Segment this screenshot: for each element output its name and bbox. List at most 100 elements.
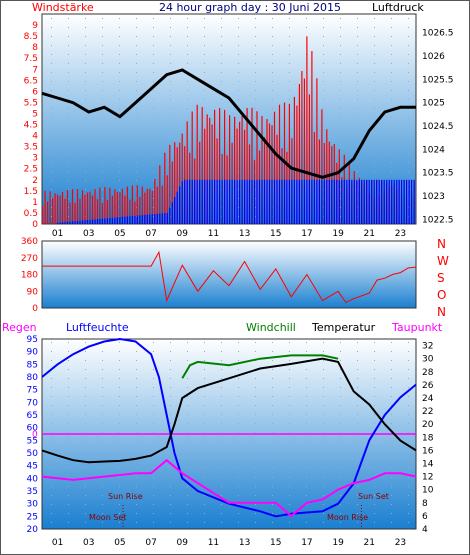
wind-mean-bar [114, 217, 116, 224]
wind-tick-label: 2.5 [24, 165, 38, 175]
wind-mean-bar [376, 179, 378, 224]
wind-gust-bar [114, 189, 116, 224]
wind-mean-bar [383, 179, 385, 224]
wind-gust-bar [111, 195, 113, 224]
wind-gust-bar [214, 109, 216, 224]
wind-gust-bar [134, 201, 136, 224]
wind-gust-bar [276, 134, 278, 224]
wind-gust-bar [293, 96, 295, 224]
wind-gust-bar [121, 188, 123, 224]
wind-mean-bar [413, 179, 415, 224]
x-tick-label-top: 09 [177, 229, 189, 239]
wind-gust-bar [139, 196, 141, 224]
wind-gust-bar [59, 195, 61, 224]
wind-tick-label: 7.5 [24, 54, 38, 64]
x-tick-label-top: 03 [83, 229, 94, 239]
wind-mean-bar [66, 221, 69, 224]
wind-mean-bar [161, 213, 163, 224]
humidity-tick-label: 70 [27, 398, 39, 408]
legend-temperatur: Temperatur [311, 321, 376, 334]
x-tick-label-top: 21 [364, 229, 375, 239]
wind-gust-bar [251, 107, 253, 224]
wind-gust-bar [156, 186, 158, 224]
humidity-tick-label: 40 [27, 474, 39, 484]
x-tick-label-bottom: 15 [270, 538, 281, 548]
wind-mean-bar [189, 179, 191, 224]
wind-gust-bar [146, 188, 148, 224]
wind-mean-bar [266, 179, 268, 224]
wind-mean-bar [179, 186, 181, 224]
wind-gust-bar [219, 108, 221, 224]
wind-mean-bar [288, 179, 290, 224]
wind-mean-bar [333, 179, 335, 224]
compass-n-bottom: N [437, 305, 446, 319]
wind-mean-bar [268, 179, 271, 224]
wind-mean-bar [256, 179, 258, 224]
wind-gust-bar [201, 107, 203, 224]
wind-gust-bar [271, 125, 273, 224]
wind-mean-bar [336, 179, 338, 224]
wind-mean-bar [201, 179, 203, 224]
wind-gust-bar [306, 36, 308, 224]
wind-gust-bar [191, 111, 193, 224]
wind-mean-bar [328, 179, 330, 224]
wind-mean-bar [244, 179, 246, 224]
humidity-tick-label: 20 [27, 525, 39, 535]
wind-mean-bar [241, 179, 243, 224]
wind-gust-bar [69, 202, 71, 224]
wind-mean-bar [308, 179, 310, 224]
x-tick-label-top: 07 [145, 229, 156, 239]
wind-gust-bar [288, 103, 290, 224]
wind-gust-bar [126, 186, 128, 224]
page-title: 24 hour graph day : 30 Juni 2015 [159, 1, 341, 14]
wind-mean-bar [94, 219, 96, 224]
temperature-tick-label: 30 [422, 355, 434, 365]
wind-gust-bar [61, 191, 64, 224]
wind-mean-bar [271, 179, 273, 224]
wind-mean-bar [398, 179, 400, 224]
x-tick-label-bottom: 21 [364, 538, 375, 548]
humidity-tick-label: 25 [27, 512, 38, 522]
humidity-tick-label: 90 [27, 348, 39, 358]
wind-gust-bar [174, 142, 176, 224]
pressure-tick-label: 1023.5 [422, 169, 454, 179]
wind-mean-bar [216, 179, 218, 224]
wind-mean-bar [101, 218, 103, 224]
wind-mean-bar [326, 179, 328, 224]
wind-mean-bar [221, 179, 223, 224]
wind-mean-bar [139, 215, 141, 224]
wind-gust-bar [86, 192, 89, 224]
legend-luftfeuchte: Luftfeuchte [66, 321, 129, 334]
x-tick-label-bottom: 05 [114, 538, 125, 548]
pressure-tick-label: 1024 [422, 145, 445, 155]
wind-mean-bar [136, 215, 138, 224]
wind-mean-bar [159, 213, 161, 224]
wind-gust-bar [66, 189, 69, 224]
temperature-tick-label: 14 [422, 459, 434, 469]
wind-mean-bar [104, 218, 106, 224]
wind-gust-bar [99, 187, 101, 224]
temperature-tick-label: 16 [422, 446, 434, 456]
wind-gust-bar [101, 203, 103, 224]
wind-mean-bar [89, 219, 91, 224]
wind-gust-bar [181, 133, 183, 224]
pressure-tick-label: 1026 [422, 52, 445, 62]
temperature-tick-label: 26 [422, 381, 434, 391]
wind-mean-bar [351, 179, 353, 224]
wind-mean-bar [373, 179, 375, 224]
wind-mean-bar [209, 179, 211, 224]
wind-gust-bar [106, 200, 108, 224]
wind-gust-bar [176, 147, 178, 224]
pressure-tick-label: 1025 [422, 99, 445, 109]
wind-mean-bar [226, 179, 228, 224]
wind-tick-label: 8.5 [24, 32, 38, 42]
wind-mean-bar [57, 222, 59, 224]
wind-mean-bar [61, 222, 64, 224]
wind-mean-bar [79, 220, 81, 224]
wind-gust-bar [321, 109, 323, 224]
humidity-tick-label: 95 [27, 335, 38, 345]
temperature-tick-label: 20 [422, 420, 434, 430]
temperature-tick-label: 22 [422, 407, 433, 417]
x-tick-label-bottom: 17 [301, 538, 312, 548]
